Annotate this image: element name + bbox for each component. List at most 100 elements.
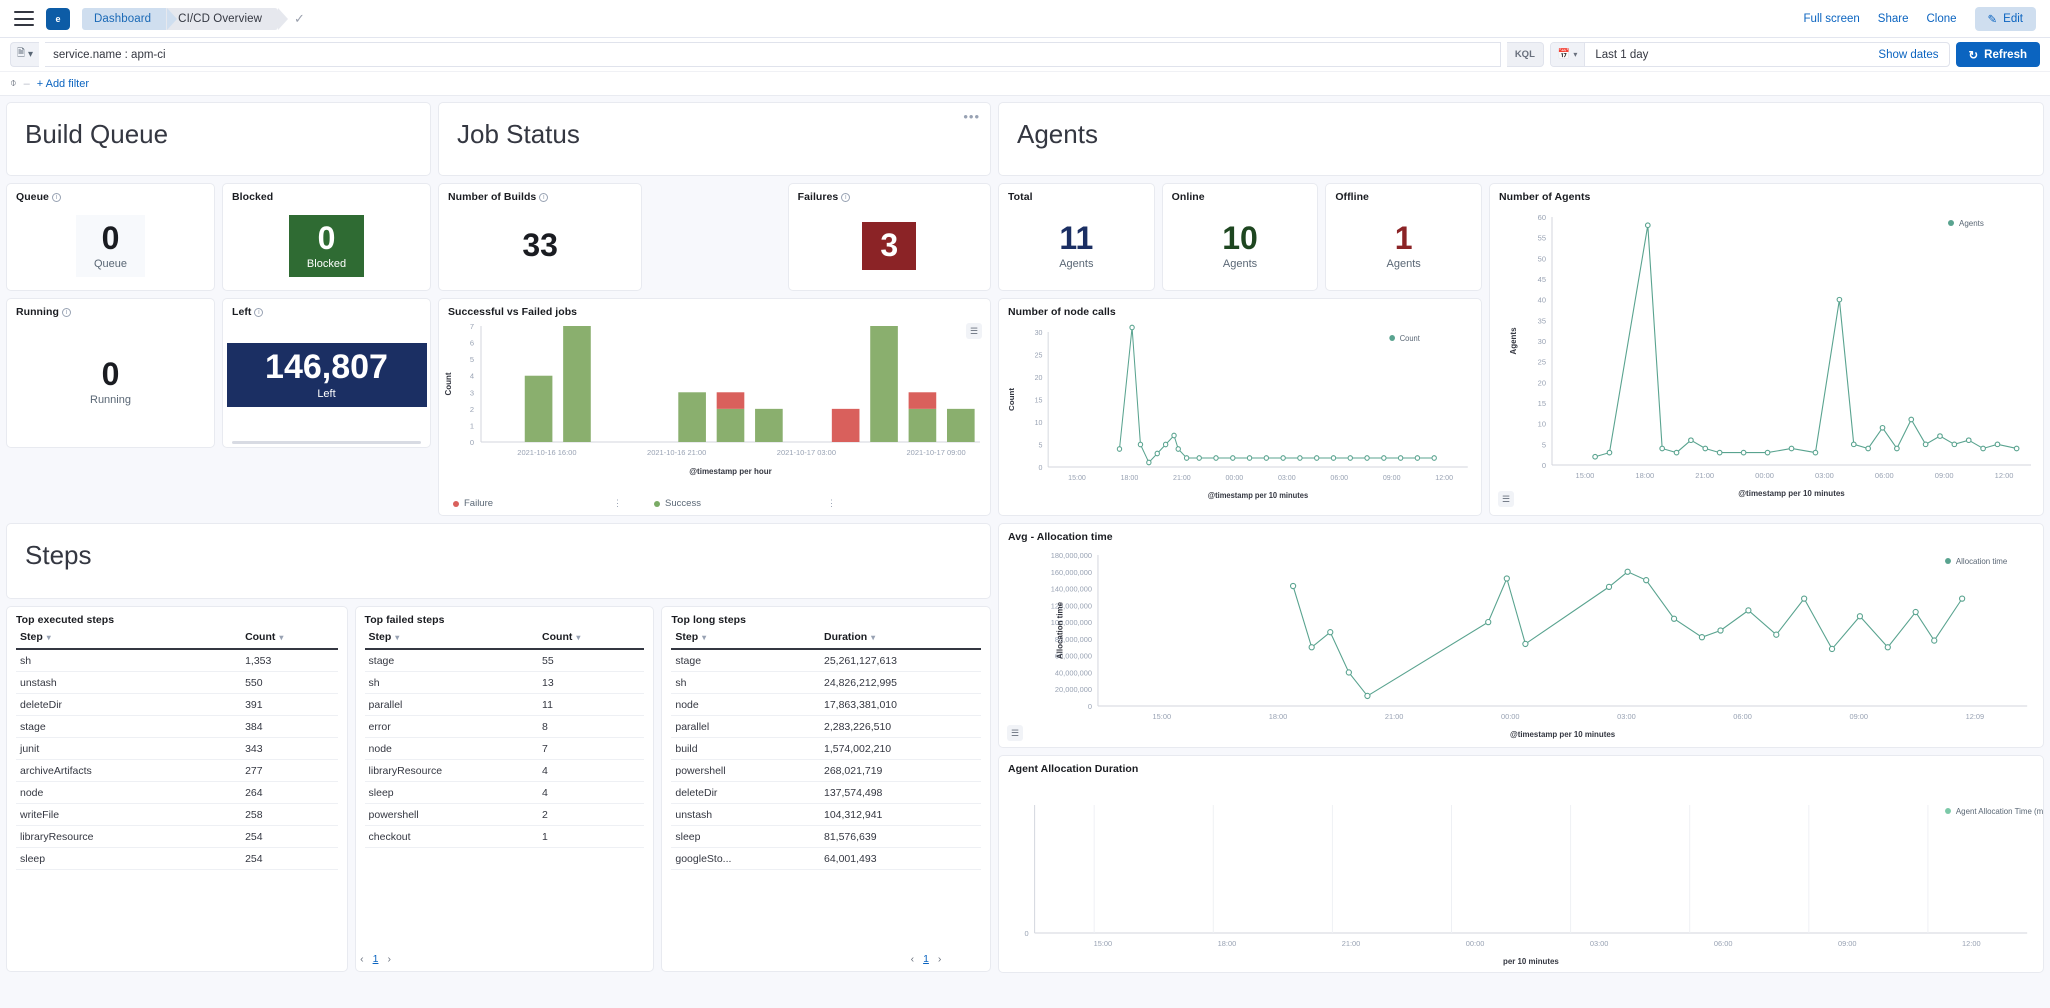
table-row[interactable]: stage 384 [16, 715, 338, 738]
metric-tile-blocked[interactable]: Blocked 0 Blocked [222, 183, 431, 291]
table-panel-top-failed-steps[interactable]: Top failed steps Step ▾ Count ▾ stage 55 sh 1… [354, 606, 655, 972]
next-page-icon[interactable]: › [937, 953, 942, 965]
dataset-picker[interactable]: 🗎 ▾ [10, 42, 40, 67]
filter-icon[interactable]: ⌽ [10, 77, 17, 89]
breadcrumb-cicd-overview[interactable]: CI/CD Overview [166, 7, 288, 30]
legend-more-icon[interactable]: ⋮ [613, 498, 623, 508]
table-row[interactable]: junit 343 [16, 737, 338, 760]
column-header-step[interactable]: Step ▾ [364, 626, 539, 650]
table-row[interactable]: sh 13 [364, 671, 645, 694]
show-dates-button[interactable]: Show dates [1878, 48, 1939, 61]
info-icon[interactable]: i [841, 193, 851, 202]
column-header-count[interactable]: Count ▾ [538, 626, 645, 650]
table-row[interactable]: powershell 2 [364, 803, 645, 826]
svg-text:12:00: 12:00 [1962, 939, 1981, 948]
hamburger-menu-icon[interactable] [14, 11, 34, 26]
share-button[interactable]: Share [1877, 12, 1909, 25]
chevron-down-icon: ▾ [1573, 50, 1578, 59]
table-row[interactable]: libraryResource 254 [16, 825, 338, 848]
metric-tile-online-agents[interactable]: Online 10 Agents [1161, 183, 1319, 291]
full-screen-button[interactable]: Full screen [1803, 12, 1860, 25]
prev-page-icon[interactable]: ‹ [360, 953, 364, 965]
column-header-count[interactable]: Count ▾ [241, 626, 338, 650]
cell-step: writeFile [16, 803, 242, 826]
table-row[interactable]: build 1,574,002,210 [671, 737, 981, 760]
table-row[interactable]: node 7 [364, 737, 645, 760]
column-header-duration[interactable]: Duration ▾ [819, 626, 981, 650]
legend-toggle-icon[interactable]: ☰ [1498, 491, 1514, 507]
table-row[interactable]: archiveArtifacts 277 [16, 759, 338, 782]
table-row[interactable]: sleep 81,576,639 [671, 825, 981, 848]
table-row[interactable]: parallel 2,283,226,510 [671, 715, 981, 738]
chart-panel-agent-allocation-duration[interactable]: Agent Allocation Duration 0 15:00 18:00 21:… [998, 755, 2044, 973]
add-filter-button[interactable]: + Add filter [36, 77, 90, 90]
chart-panel-number-of-node-calls[interactable]: Number of node calls 30 25 20 15 10 5 0 15:00 18… [998, 298, 1482, 516]
filter-bar: ⌽ – + Add filter [0, 72, 2050, 96]
table-row[interactable]: deleteDir 137,574,498 [671, 781, 981, 804]
legend-more-icon[interactable]: ⋮ [826, 498, 836, 508]
table-row[interactable]: parallel 11 [364, 693, 645, 716]
table-row[interactable]: error 8 [364, 715, 645, 738]
chart-panel-avg-allocation-time[interactable]: Avg - Allocation time 180,000,000 160,000… [998, 523, 2044, 748]
svg-text:5: 5 [1542, 440, 1546, 449]
search-input[interactable] [45, 42, 1501, 67]
table-panel-top-executed-steps[interactable]: Top executed steps Step ▾ Count ▾ sh 1,353 u… [6, 606, 348, 972]
metric-tile-offline-agents[interactable]: Offline 1 Agents [1325, 183, 1483, 291]
legend-toggle-icon[interactable]: ☰ [1007, 725, 1023, 741]
metric-tile-number-of-builds[interactable]: Number of Builds i 33 [438, 183, 643, 291]
date-range-value[interactable]: Last 1 day [1595, 48, 1649, 61]
prev-page-icon[interactable]: ‹ [910, 953, 915, 965]
scroll-indicator[interactable] [232, 441, 421, 444]
svg-text:0: 0 [470, 438, 474, 447]
legend-item-failure[interactable]: Failure [453, 498, 493, 509]
table-row[interactable]: unstash 104,312,941 [671, 803, 981, 826]
clone-button[interactable]: Clone [1926, 12, 1957, 25]
edit-button[interactable]: ✎ Edit [1974, 6, 2036, 31]
cell-value: 550 [241, 671, 338, 694]
next-page-icon[interactable]: › [387, 953, 391, 965]
column-header-step[interactable]: Step ▾ [16, 626, 242, 650]
chart-panel-successful-vs-failed-jobs[interactable]: Successful vs Failed jobs 7 6 5 4 3 2 1 0 2021-1… [438, 298, 991, 516]
elastic-logo-badge[interactable]: e [46, 7, 70, 30]
legend-item-success[interactable]: Success [654, 498, 701, 509]
metric-tile-queue[interactable]: Queue i 0 Queue [6, 183, 215, 291]
metric-tile-running[interactable]: Running i 0 Running [6, 298, 215, 448]
table-row[interactable]: googleSto... 64,001,493 [671, 847, 981, 870]
kql-language-button[interactable]: KQL [1506, 42, 1544, 67]
refresh-button[interactable]: ↻ Refresh [1955, 42, 2040, 67]
metric-tile-failures[interactable]: Failures i 3 [787, 183, 991, 291]
page-number[interactable]: 1 [923, 953, 929, 965]
legend-toggle-icon[interactable]: ☰ [966, 323, 982, 339]
info-icon[interactable]: i [61, 308, 71, 317]
table-row[interactable]: node 17,863,381,010 [671, 693, 981, 716]
table-row[interactable]: libraryResource 4 [364, 759, 645, 782]
cell-value: 2,283,226,510 [819, 715, 981, 738]
table-row[interactable]: sleep 4 [364, 781, 645, 804]
context-menu-icon[interactable]: ••• [963, 109, 980, 124]
table-row[interactable]: sleep 254 [16, 847, 338, 870]
calendar-icon-button[interactable]: 📅 ▾ [1550, 43, 1586, 66]
metric-tile-total-agents[interactable]: Total 11 Agents [998, 183, 1155, 291]
table-row[interactable]: sh 1,353 [16, 649, 338, 672]
table-row[interactable]: checkout 1 [364, 825, 645, 848]
table-row[interactable]: deleteDir 391 [16, 693, 338, 716]
table-row[interactable]: writeFile 258 [16, 803, 338, 826]
table-row[interactable]: sh 24,826,212,995 [671, 671, 981, 694]
table-panel-top-long-steps[interactable]: Top long steps Step ▾ Duration ▾ stage 25,2… [661, 606, 991, 972]
cell-value: 254 [241, 825, 338, 848]
chart-panel-number-of-agents[interactable]: Number of Agents 60 55 50 45 40 35 30 25 20 15 10 5… [1489, 183, 2044, 516]
info-icon[interactable]: i [254, 308, 264, 317]
column-header-step[interactable]: Step ▾ [671, 626, 820, 650]
page-number[interactable]: 1 [372, 953, 379, 965]
metric-tile-left[interactable]: Left i 146,807 Left [222, 298, 431, 448]
table-row[interactable]: stage 25,261,127,613 [671, 649, 981, 672]
svg-text:06:00: 06:00 [1733, 712, 1752, 721]
table-row[interactable]: unstash 550 [16, 671, 338, 694]
table-row[interactable]: powershell 268,021,719 [671, 759, 981, 782]
table-row[interactable]: node 264 [16, 781, 338, 804]
table-row[interactable]: stage 55 [364, 649, 645, 672]
breadcrumb-dashboard[interactable]: Dashboard [82, 7, 178, 30]
chevron-down-icon: ▾ [279, 633, 284, 642]
info-icon[interactable]: i [51, 193, 61, 202]
info-icon[interactable]: i [539, 193, 549, 202]
